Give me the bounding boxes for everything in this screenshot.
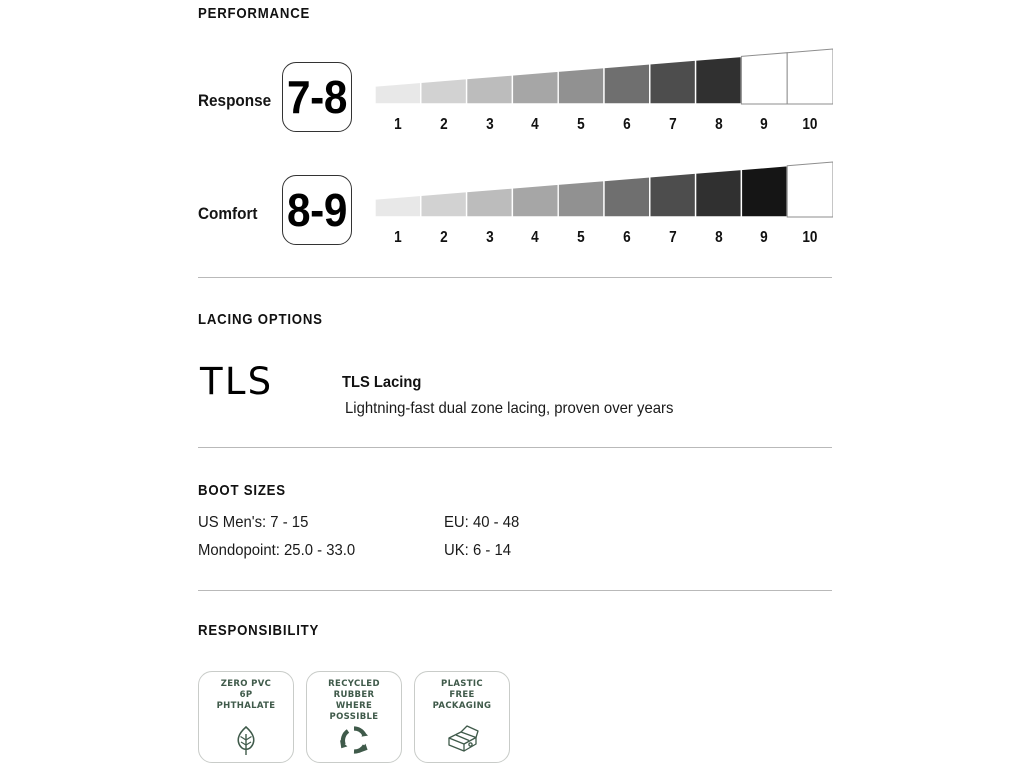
badge-label: RECYCLED RUBBER WHERE POSSIBLE: [328, 679, 380, 722]
performance-label-comfort: Comfort: [198, 204, 258, 223]
scale-number: 8: [714, 116, 723, 133]
badge-label: PLASTIC FREE PACKAGING: [432, 679, 492, 711]
scale-number: 4: [531, 116, 540, 133]
divider-lacing: [198, 447, 832, 448]
scale-segment-6: [603, 63, 651, 105]
scale-segment-5: [557, 179, 605, 218]
scale-segment-5: [557, 66, 605, 105]
performance-label-response: Response: [198, 91, 272, 110]
rating-box-response: 7-8: [282, 62, 352, 132]
scale-number: 2: [439, 116, 448, 133]
scale-segment-9: [740, 164, 788, 218]
scale-number: 5: [577, 229, 585, 246]
open-box-icon: [445, 724, 479, 756]
scale-segment-1: [375, 81, 422, 105]
responsibility-section-title: RESPONSIBILITY: [198, 622, 320, 639]
performance-section-title: PERFORMANCE: [198, 5, 311, 22]
responsibility-badges: ZERO PVC 6P PHTHALATE RECYCLED RUBBER WH…: [198, 671, 510, 763]
scale-segment-10: [786, 48, 833, 105]
scale-comfort: 1 2 3 4 5 6 7 8 9 10: [375, 158, 833, 246]
scale-segment-9: [740, 52, 788, 105]
rating-value-comfort: 8-9: [287, 184, 347, 236]
boot-size-uk: UK: 6 - 14: [444, 542, 511, 559]
scale-number: 9: [760, 116, 769, 133]
scale-numbers-response: 1 2 3 4 5 6 7 8 9 10: [375, 117, 833, 133]
scale-number: 3: [485, 229, 494, 246]
lacing-section-title: LACING OPTIONS: [198, 311, 323, 328]
scale-number: 10: [802, 229, 818, 246]
recycle-icon: [337, 724, 371, 756]
scale-segment-10: [786, 161, 833, 218]
divider-performance: [198, 277, 832, 278]
boot-sizes-section-title: BOOT SIZES: [198, 482, 286, 499]
scale-numbers-comfort: 1 2 3 4 5 6 7 8 9 10: [375, 230, 833, 246]
scale-segment-3: [465, 74, 514, 105]
lacing-option-description: Lightning-fast dual zone lacing, proven …: [345, 400, 674, 417]
scale-number: 3: [485, 116, 494, 133]
boot-size-mondopoint: Mondopoint: 25.0 - 33.0: [198, 542, 356, 559]
scale-segment-8: [694, 168, 743, 218]
scale-segment-2: [420, 190, 468, 218]
scale-number: 6: [623, 116, 631, 133]
scale-number: 7: [668, 229, 677, 246]
badge-recycled-rubber: RECYCLED RUBBER WHERE POSSIBLE: [306, 671, 402, 763]
scale-number: 8: [714, 229, 723, 246]
scale-number: 2: [439, 229, 448, 246]
badge-label: ZERO PVC 6P PHTHALATE: [216, 679, 276, 711]
scale-number: 1: [394, 229, 402, 246]
lacing-option-name: TLS Lacing: [342, 374, 422, 391]
scale-segment-7: [649, 172, 697, 218]
divider-boot-sizes: [198, 590, 832, 591]
scale-number: 4: [531, 229, 540, 246]
scale-segment-6: [603, 176, 651, 218]
scale-number: 7: [668, 116, 677, 133]
leaf-icon: [229, 724, 263, 756]
scale-segment-1: [375, 194, 422, 218]
badge-plastic-free-packaging: PLASTIC FREE PACKAGING: [414, 671, 510, 763]
rating-value-response: 7-8: [287, 71, 347, 123]
scale-number: 9: [760, 229, 769, 246]
scale-response: 1 2 3 4 5 6 7 8 9 10: [375, 45, 833, 133]
scale-segment-3: [465, 187, 514, 218]
scale-segment-4: [511, 70, 559, 105]
scale-segment-4: [511, 183, 559, 218]
rating-box-comfort: 8-9: [282, 175, 352, 245]
scale-segment-8: [694, 55, 743, 105]
tls-logo: TLS: [200, 360, 274, 403]
scale-segment-7: [649, 59, 697, 105]
scale-number: 10: [802, 116, 818, 133]
scale-segment-2: [420, 77, 468, 105]
badge-zero-pvc: ZERO PVC 6P PHTHALATE: [198, 671, 294, 763]
scale-number: 5: [577, 116, 585, 133]
scale-number: 1: [394, 116, 402, 133]
boot-size-us-mens: US Men's: 7 - 15: [198, 514, 309, 531]
scale-number: 6: [623, 229, 631, 246]
boot-size-eu: EU: 40 - 48: [444, 514, 520, 531]
